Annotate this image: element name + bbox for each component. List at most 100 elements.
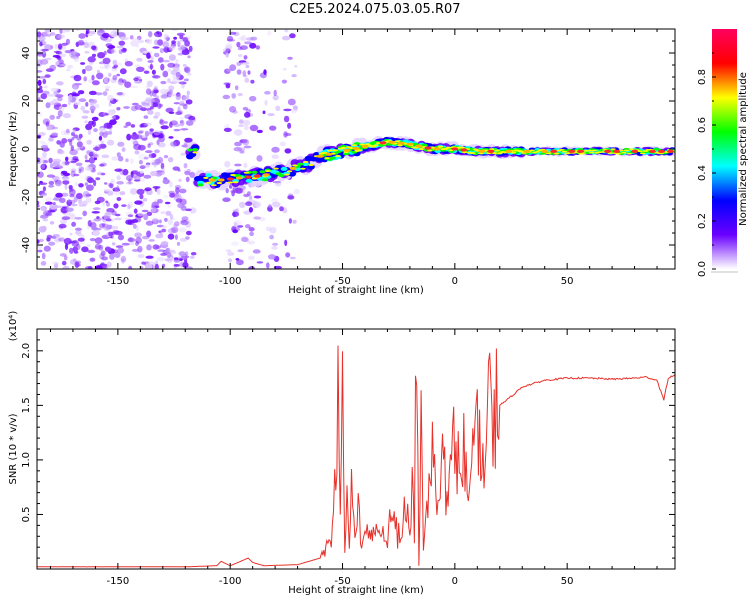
noise-blob — [87, 56, 96, 63]
noise-blob — [76, 147, 81, 151]
noise-blob — [67, 138, 73, 143]
noise-blob — [52, 162, 61, 168]
noise-blob — [236, 41, 241, 48]
ridge-mark — [262, 178, 269, 182]
noise-blob — [55, 61, 60, 65]
noise-blob — [157, 39, 164, 46]
ridge-mark — [394, 140, 401, 143]
noise-blob — [128, 242, 135, 245]
ridge-peak — [505, 149, 513, 153]
noise-blob — [126, 133, 132, 141]
noise-blob — [112, 66, 117, 69]
noise-blob — [68, 94, 73, 101]
noise-blob — [189, 171, 196, 178]
noise-blob — [190, 252, 197, 256]
noise-blob — [113, 203, 119, 209]
noise-blob — [143, 122, 152, 126]
noise-blob — [77, 41, 86, 46]
noise-blob — [222, 47, 230, 53]
noise-blob — [106, 208, 115, 213]
ridge-mark — [302, 162, 310, 167]
noise-blob — [156, 170, 165, 176]
noise-blob — [57, 96, 63, 102]
noise-blob — [181, 216, 189, 221]
noise-blob — [158, 57, 164, 63]
noise-blob — [272, 242, 279, 246]
noise-blob — [242, 139, 250, 146]
y-tick-label: 40 — [21, 47, 32, 60]
noise-blob — [52, 158, 62, 163]
noise-blob — [293, 188, 300, 195]
noise-blob — [167, 227, 177, 234]
ridge-mark — [586, 149, 592, 152]
noise-blob — [71, 203, 78, 207]
noise-blob — [229, 64, 237, 71]
noise-blob — [41, 40, 48, 45]
noise-blob — [287, 122, 292, 129]
x-tick-label: -100 — [219, 276, 242, 287]
noise-blob — [144, 163, 151, 168]
snr-y-label: SNR (10 * v/v) — [8, 413, 19, 484]
noise-blob — [131, 248, 139, 252]
noise-blob — [181, 254, 189, 261]
noise-blob — [172, 77, 180, 84]
noise-blob — [262, 110, 266, 115]
noise-blob — [91, 120, 96, 127]
noise-blob — [234, 163, 242, 167]
noise-blob — [177, 169, 181, 172]
noise-blob — [64, 130, 71, 135]
noise-blob — [147, 98, 155, 103]
noise-blob — [237, 147, 246, 152]
ridge-mark — [284, 173, 290, 176]
noise-blob — [267, 113, 275, 117]
noise-blob — [243, 162, 248, 168]
noise-blob — [161, 167, 165, 173]
ridge-peak — [379, 141, 387, 145]
noise-blob — [145, 85, 150, 89]
noise-blob — [236, 259, 244, 266]
colorbar-tick-label: 0.8 — [697, 69, 708, 85]
noise-blob — [97, 29, 106, 36]
noise-blob — [130, 157, 134, 165]
noise-blob — [41, 48, 49, 52]
noise-blob — [123, 106, 130, 109]
noise-blob — [242, 106, 249, 111]
noise-blob — [73, 196, 78, 203]
noise-blob — [51, 261, 59, 265]
ridge-mark — [359, 143, 366, 146]
noise-blob — [239, 119, 244, 124]
noise-blob — [80, 166, 84, 173]
ridge-mark — [437, 145, 444, 148]
ridge-mark — [640, 152, 646, 155]
noise-blob — [159, 118, 163, 124]
noise-blob — [160, 211, 166, 215]
noise-blob — [59, 29, 63, 34]
x-tick-label: -50 — [334, 576, 350, 587]
noise-blob — [59, 51, 63, 58]
noise-blob — [143, 115, 149, 119]
ridge-peak — [388, 140, 396, 144]
noise-blob — [160, 63, 165, 71]
noise-blob — [40, 163, 46, 170]
noise-blob — [284, 132, 292, 137]
noise-blob — [112, 189, 120, 192]
x-tick-label: -150 — [107, 276, 130, 287]
noise-blob — [284, 239, 288, 246]
noise-blob — [127, 214, 134, 218]
noise-blob — [106, 201, 110, 207]
ridge-peak — [523, 149, 531, 153]
noise-blob — [111, 68, 118, 72]
noise-blob — [162, 178, 170, 185]
noise-blob — [182, 96, 188, 101]
noise-blob — [153, 115, 159, 119]
noise-blob — [107, 94, 114, 102]
noise-blob — [289, 33, 296, 39]
noise-blob — [183, 142, 188, 145]
noise-blob — [244, 61, 250, 65]
noise-blob — [103, 189, 111, 192]
noise-blob — [121, 48, 127, 53]
noise-blob — [49, 203, 58, 210]
ridge-peak — [649, 149, 656, 153]
ridge-mark — [230, 174, 236, 176]
noise-blob — [55, 179, 62, 185]
